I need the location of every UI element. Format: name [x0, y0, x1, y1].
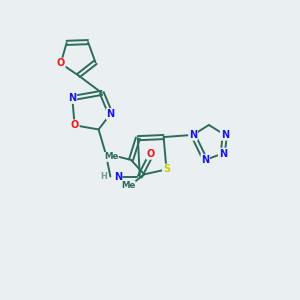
- Text: N: N: [221, 130, 229, 140]
- Text: N: N: [219, 148, 227, 158]
- Text: H: H: [100, 172, 107, 181]
- Text: Me: Me: [121, 181, 135, 190]
- Text: O: O: [57, 58, 65, 68]
- Text: S: S: [163, 164, 170, 174]
- Text: N: N: [189, 130, 197, 140]
- Text: N: N: [106, 109, 115, 119]
- Text: N: N: [68, 93, 76, 103]
- Text: N: N: [114, 172, 122, 182]
- Text: N: N: [201, 155, 209, 165]
- Text: Me: Me: [104, 152, 118, 161]
- Text: O: O: [70, 120, 79, 130]
- Text: O: O: [147, 149, 155, 159]
